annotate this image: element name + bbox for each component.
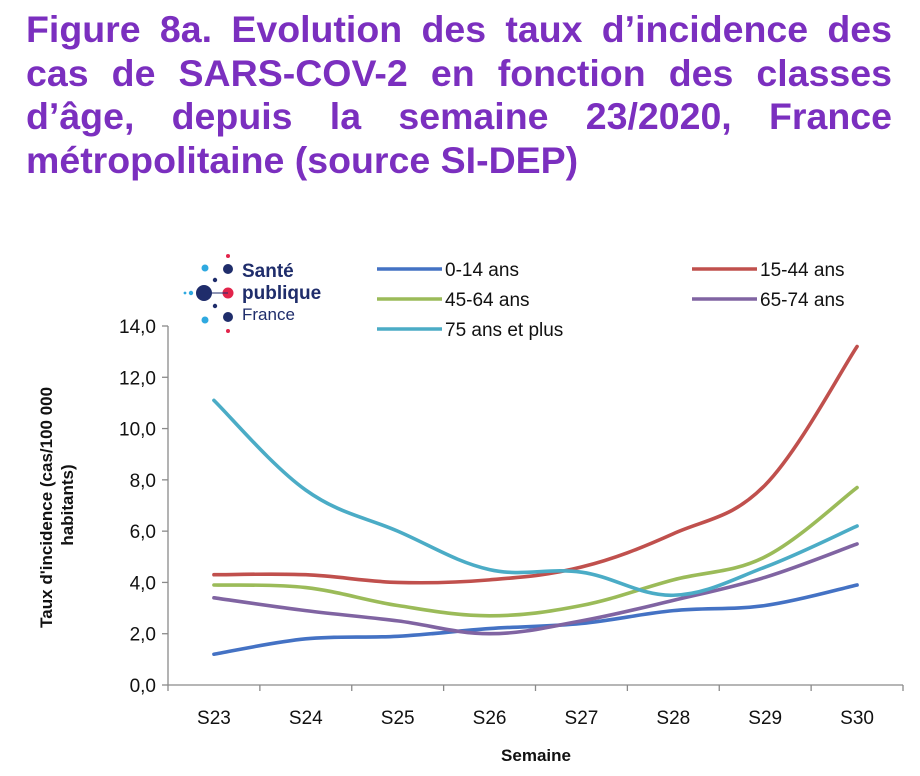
logo-line-1: Santé — [242, 261, 294, 282]
x-axis-ticks: S23 S24 S25 S26 S27 S28 S29 S30 — [167, 685, 904, 729]
y-tick-label: 4,0 — [130, 573, 156, 594]
legend-label-2: 45-64 ans — [445, 290, 530, 311]
legend-label-3: 65-74 ans — [760, 290, 845, 311]
y-tick-label: 14,0 — [119, 317, 156, 338]
legend-label-4: 75 ans et plus — [445, 320, 563, 341]
x-tick-label: S30 — [840, 708, 874, 729]
series-line-4 — [212, 398, 859, 598]
x-tick-label: S24 — [289, 708, 323, 729]
x-axis-title: Semaine — [501, 746, 571, 765]
logo-line-3: France — [242, 305, 295, 324]
y-axis-title-line-2: habitants) — [58, 464, 77, 545]
y-tick-label: 8,0 — [130, 471, 156, 492]
x-tick-label: S26 — [473, 708, 507, 729]
sante-publique-france-logo: Santé publique France — [183, 254, 321, 333]
y-tick-label: 0,0 — [130, 676, 156, 697]
y-axis-title-line-1: Taux d'incidence (cas/100 000 — [37, 387, 56, 628]
y-axis-title: Taux d'incidence (cas/100 000 habitants) — [37, 382, 77, 628]
legend: 0-14 ans 15-44 ans 45-64 ans 65-74 ans 75 an… — [377, 260, 845, 341]
y-tick-label: 10,0 — [119, 420, 156, 441]
x-tick-label: S27 — [565, 708, 599, 729]
y-tick-label: 12,0 — [119, 368, 156, 389]
x-tick-label: S23 — [197, 708, 231, 729]
series-line-3 — [212, 542, 859, 636]
x-tick-label: S28 — [656, 708, 690, 729]
series-line-2 — [212, 485, 859, 618]
legend-label-1: 15-44 ans — [760, 260, 845, 281]
series-line-0 — [212, 583, 859, 657]
series-lines — [212, 344, 859, 657]
y-tick-label: 2,0 — [130, 625, 156, 646]
logo-line-2: publique — [242, 283, 321, 304]
legend-label-0: 0-14 ans — [445, 260, 519, 281]
y-tick-label: 6,0 — [130, 522, 156, 543]
series-line-1 — [212, 344, 859, 585]
x-tick-label: S29 — [748, 708, 782, 729]
x-tick-label: S25 — [381, 708, 415, 729]
figure-title: Figure 8a. Evolution des taux d’incidenc… — [26, 8, 892, 181]
y-axis-ticks: 0,0 2,0 4,0 6,0 8,0 10,0 12,0 14,0 — [119, 317, 168, 697]
